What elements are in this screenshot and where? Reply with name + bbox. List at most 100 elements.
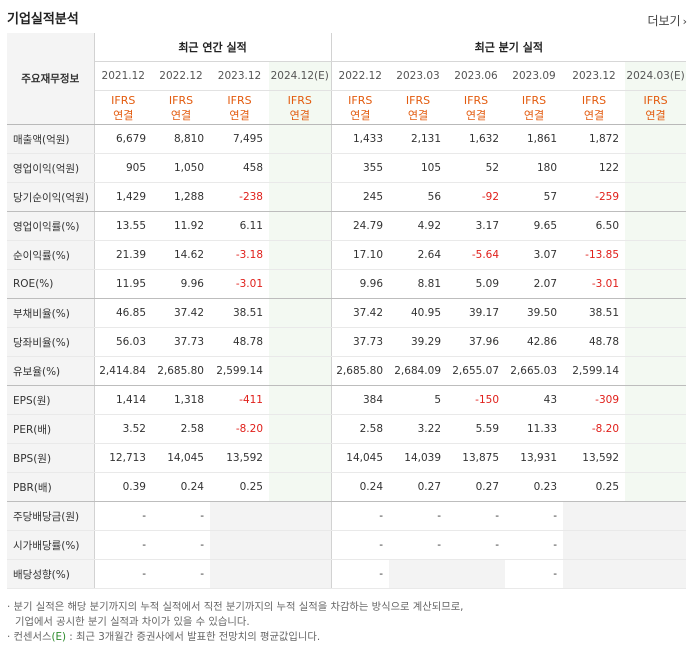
value-cell: - <box>152 530 210 560</box>
value-cell: - <box>94 559 152 589</box>
value-cell: - <box>331 559 390 589</box>
value-cell: 180 <box>505 153 564 183</box>
table-row: 매출액(억원) 6,679 8,810 7,495 1,433 2,131 1,632 1,8… <box>7 124 687 154</box>
section-title: 기업실적분석 <box>7 12 79 27</box>
note-consensus-text: : 최근 3개월간 증권사에서 발표한 전망치의 평균값입니다. <box>66 631 321 643</box>
value-cell <box>625 240 687 270</box>
value-cell: 355 <box>331 153 390 183</box>
row-label: 영업이익률(%) <box>7 211 95 241</box>
value-cell <box>269 559 332 589</box>
value-cell: -5.64 <box>447 240 506 270</box>
note-line-3: · 컨센서스(E) : 최근 3개월간 증권사에서 발표한 전망치의 평균값입니… <box>7 630 687 645</box>
row-label: 부채비율(%) <box>7 298 95 328</box>
value-cell: 11.95 <box>94 269 152 299</box>
row-label: 시가배당률(%) <box>7 530 95 560</box>
ifrs-basis: IFRS 연결 <box>447 90 506 125</box>
ifrs-label: IFRS <box>521 93 547 107</box>
value-cell: 11.33 <box>505 414 564 444</box>
table-row: BPS(원) 12,713 14,045 13,592 14,045 14,039 13,8… <box>7 443 687 473</box>
ifrs-basis: IFRS 연결 <box>389 90 448 125</box>
value-cell: - <box>389 530 448 560</box>
value-cell: 38.51 <box>563 298 626 328</box>
consolidation-label: 연결 <box>350 108 371 122</box>
table-row: 부채비율(%) 46.85 37.42 38.51 37.42 40.95 39.17 39.… <box>7 298 687 328</box>
financial-table: 주요재무정보 최근 연간 실적 최근 분기 실적 2021.12 2022.12 2… <box>7 33 687 589</box>
value-cell <box>563 530 626 560</box>
value-cell <box>625 414 687 444</box>
table-row: 시가배당률(%) - - - - - - <box>7 530 687 560</box>
value-cell: 48.78 <box>563 327 626 357</box>
value-cell: 3.52 <box>94 414 152 444</box>
value-cell: 37.42 <box>152 298 210 328</box>
value-cell <box>625 472 687 502</box>
ifrs-basis: IFRS 연결 <box>563 90 626 125</box>
value-cell: 2,655.07 <box>447 356 506 386</box>
consolidation-label: 연결 <box>170 108 192 122</box>
row-label: 영업이익(억원) <box>7 153 95 183</box>
value-cell <box>625 327 687 357</box>
value-cell: 3.17 <box>447 211 506 241</box>
note-line-2: 기업에서 공시한 분기 실적과 차이가 있을 수 있습니다. <box>15 616 250 628</box>
ifrs-label: IFRS <box>348 93 373 107</box>
value-cell: 37.96 <box>447 327 506 357</box>
value-cell <box>625 559 687 589</box>
value-cell: 37.42 <box>331 298 390 328</box>
period-header: 2022.12 <box>331 61 390 91</box>
note-line-1: · 분기 실적은 해당 분기까지의 누적 실적에서 직전 분기까지의 누적 실적… <box>7 601 464 613</box>
ifrs-label: IFRS <box>405 93 431 107</box>
value-cell: - <box>447 530 506 560</box>
value-cell: 37.73 <box>331 327 390 357</box>
row-label: BPS(원) <box>7 443 95 473</box>
table-row: ROE(%) 11.95 9.96 -3.01 9.96 8.81 5.09 2.07 -3.0… <box>7 269 687 299</box>
value-cell <box>625 124 687 154</box>
value-cell: 2,684.09 <box>389 356 448 386</box>
value-cell: 9.96 <box>152 269 210 299</box>
chevron-right-icon: › <box>682 15 687 28</box>
value-cell: 1,318 <box>152 385 210 415</box>
value-cell: 0.24 <box>331 472 390 502</box>
value-cell: -259 <box>563 182 626 212</box>
value-cell <box>210 559 269 589</box>
value-cell: 46.85 <box>94 298 152 328</box>
value-cell: 0.24 <box>152 472 210 502</box>
note-estimate-marker: (E) <box>51 631 66 643</box>
period-header: 2023.03 <box>389 61 448 91</box>
row-label: 순이익률(%) <box>7 240 95 270</box>
value-cell: 5.59 <box>447 414 506 444</box>
period-header: 2022.12 <box>152 61 210 91</box>
value-cell: 21.39 <box>94 240 152 270</box>
value-cell: 14,039 <box>389 443 448 473</box>
value-cell: -3.18 <box>210 240 269 270</box>
value-cell: -8.20 <box>210 414 269 444</box>
value-cell: 42.86 <box>505 327 564 357</box>
more-link[interactable]: 더보기 › <box>647 12 687 29</box>
consolidation-label: 연결 <box>645 108 666 122</box>
table-row: PER(배) 3.52 2.58 -8.20 2.58 3.22 5.59 11.33 -8.2… <box>7 414 687 444</box>
ifrs-basis: IFRS 연결 <box>331 90 390 125</box>
value-cell <box>269 327 332 357</box>
value-cell: 8.81 <box>389 269 448 299</box>
row-label: EPS(원) <box>7 385 95 415</box>
value-cell <box>269 298 332 328</box>
value-cell: 12,713 <box>94 443 152 473</box>
value-cell <box>625 211 687 241</box>
value-cell: 105 <box>389 153 448 183</box>
ifrs-label: IFRS <box>111 93 136 107</box>
table-row: 유보율(%) 2,414.84 2,685.80 2,599.14 2,685.80 2,… <box>7 356 687 386</box>
value-cell: - <box>505 501 564 531</box>
value-cell: 2,685.80 <box>152 356 210 386</box>
value-cell: 2,665.03 <box>505 356 564 386</box>
value-cell: -13.85 <box>563 240 626 270</box>
table-row: 당좌비율(%) 56.03 37.73 48.78 37.73 39.29 37.96 42.… <box>7 327 687 357</box>
value-cell <box>269 501 332 531</box>
value-cell <box>625 501 687 531</box>
value-cell: 6.50 <box>563 211 626 241</box>
table-row: 주당배당금(원) - - - - - - <box>7 501 687 531</box>
value-cell <box>269 385 332 415</box>
value-cell: 13,875 <box>447 443 506 473</box>
ifrs-label: IFRS <box>463 93 489 107</box>
value-cell: 14,045 <box>331 443 390 473</box>
period-header: 2023.12 <box>210 61 269 91</box>
value-cell: 1,861 <box>505 124 564 154</box>
value-cell: 1,872 <box>563 124 626 154</box>
